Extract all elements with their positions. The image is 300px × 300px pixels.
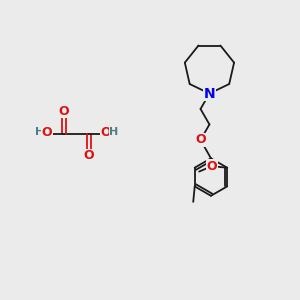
Text: O: O	[58, 105, 69, 118]
Text: O: O	[206, 160, 217, 173]
Text: O: O	[84, 149, 94, 162]
Text: O: O	[42, 126, 52, 139]
Text: H: H	[110, 128, 119, 137]
Text: H: H	[35, 128, 45, 137]
Text: N: N	[204, 86, 215, 100]
Text: O: O	[101, 126, 111, 139]
Text: O: O	[195, 134, 206, 146]
